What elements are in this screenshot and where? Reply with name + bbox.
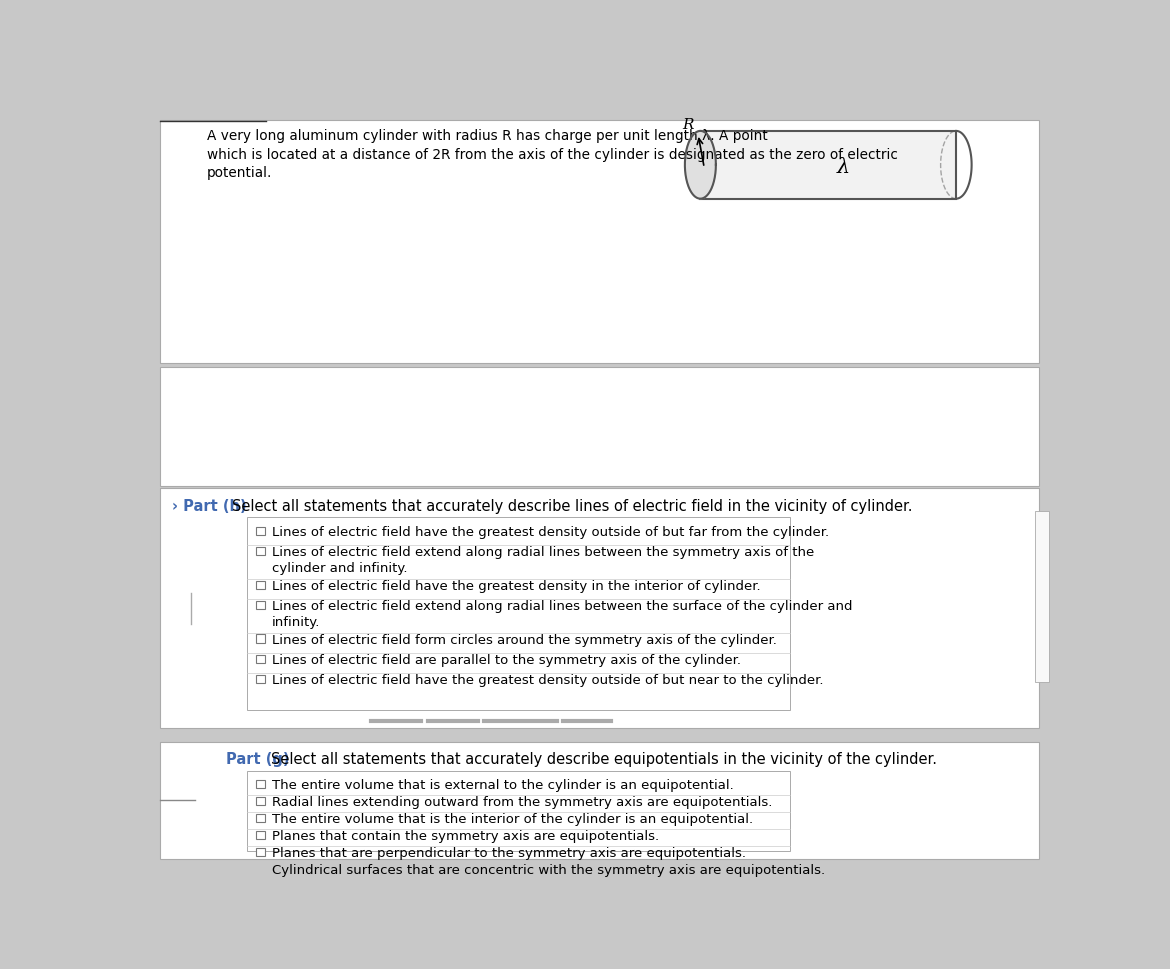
FancyBboxPatch shape	[247, 770, 790, 851]
FancyBboxPatch shape	[256, 814, 264, 823]
FancyBboxPatch shape	[160, 741, 1039, 859]
FancyBboxPatch shape	[256, 654, 264, 663]
Polygon shape	[684, 131, 716, 199]
FancyBboxPatch shape	[1035, 512, 1049, 682]
FancyBboxPatch shape	[256, 547, 264, 555]
Text: Select all statements that accurately describe lines of electric field in the vi: Select all statements that accurately de…	[233, 499, 913, 514]
Text: Lines of electric field extend along radial lines between the symmetry axis of t: Lines of electric field extend along rad…	[271, 546, 814, 575]
FancyBboxPatch shape	[256, 527, 264, 535]
Text: Planes that are perpendicular to the symmetry axis are equipotentials.: Planes that are perpendicular to the sym…	[271, 847, 745, 860]
Text: Lines of electric field are parallel to the symmetry axis of the cylinder.: Lines of electric field are parallel to …	[271, 654, 741, 667]
FancyBboxPatch shape	[256, 635, 264, 643]
Text: R: R	[682, 118, 694, 133]
FancyBboxPatch shape	[256, 864, 264, 873]
Text: The entire volume that is external to the cylinder is an equipotential.: The entire volume that is external to th…	[271, 779, 734, 793]
Text: Lines of electric field have the greatest density in the interior of cylinder.: Lines of electric field have the greates…	[271, 579, 760, 593]
FancyBboxPatch shape	[256, 780, 264, 789]
FancyBboxPatch shape	[256, 674, 264, 683]
Text: A very long aluminum cylinder with radius R has charge per unit length λ. A poin: A very long aluminum cylinder with radiu…	[207, 130, 897, 180]
FancyBboxPatch shape	[256, 797, 264, 805]
FancyBboxPatch shape	[256, 580, 264, 589]
Text: Lines of electric field have the greatest density outside of but near to the cyl: Lines of electric field have the greates…	[271, 673, 824, 687]
FancyBboxPatch shape	[160, 488, 1039, 729]
Text: Select all statements that accurately describe equipotentials in the vicinity of: Select all statements that accurately de…	[271, 752, 937, 767]
FancyBboxPatch shape	[160, 366, 1039, 485]
Text: Part (g): Part (g)	[226, 752, 290, 767]
Text: The entire volume that is the interior of the cylinder is an equipotential.: The entire volume that is the interior o…	[271, 813, 753, 827]
Text: Planes that contain the symmetry axis are equipotentials.: Planes that contain the symmetry axis ar…	[271, 830, 659, 843]
FancyBboxPatch shape	[256, 848, 264, 857]
Text: Lines of electric field form circles around the symmetry axis of the cylinder.: Lines of electric field form circles aro…	[271, 634, 777, 646]
FancyBboxPatch shape	[160, 120, 1039, 362]
Text: Lines of electric field have the greatest density outside of but far from the cy: Lines of electric field have the greates…	[271, 526, 828, 539]
FancyBboxPatch shape	[256, 601, 264, 610]
Text: λ: λ	[837, 158, 851, 177]
Text: › Part (h): › Part (h)	[172, 499, 247, 514]
Text: Lines of electric field extend along radial lines between the surface of the cyl: Lines of electric field extend along rad…	[271, 600, 852, 629]
FancyBboxPatch shape	[256, 830, 264, 839]
Text: Cylindrical surfaces that are concentric with the symmetry axis are equipotentia: Cylindrical surfaces that are concentric…	[271, 864, 825, 877]
FancyBboxPatch shape	[701, 131, 956, 199]
FancyBboxPatch shape	[247, 517, 790, 710]
Text: Radial lines extending outward from the symmetry axis are equipotentials.: Radial lines extending outward from the …	[271, 797, 772, 809]
